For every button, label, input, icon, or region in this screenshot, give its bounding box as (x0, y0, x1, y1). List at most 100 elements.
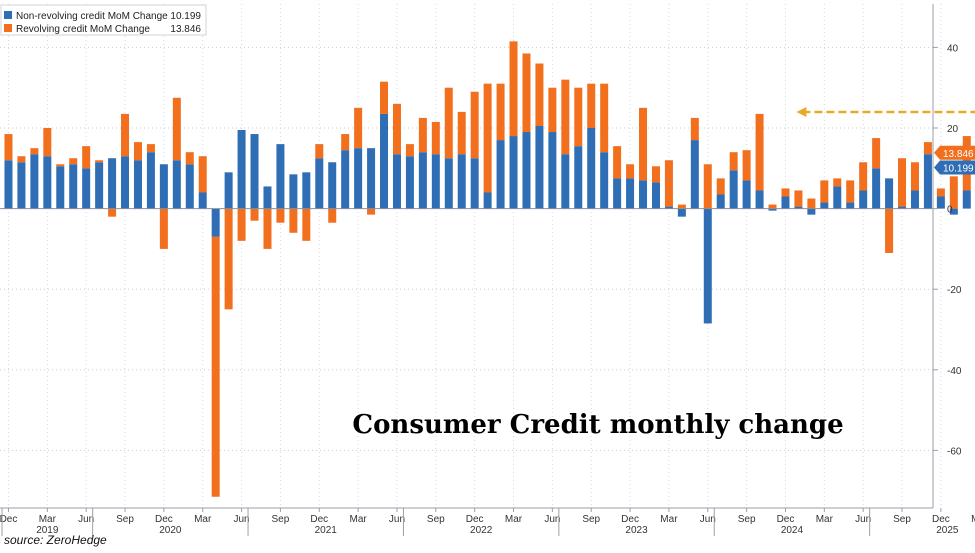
bar-nonrevolving (354, 148, 363, 209)
bar-revolving (315, 144, 324, 159)
revolving-value-tag: 13.846 (934, 145, 975, 160)
bar-revolving (30, 148, 39, 155)
bar-revolving (574, 87, 583, 147)
chart-title: Consumer Credit monthly change (352, 410, 843, 440)
x-tick-label: Sep (427, 514, 445, 525)
bar-revolving (742, 150, 751, 181)
bar-nonrevolving (405, 156, 414, 209)
bar-revolving (263, 208, 272, 249)
source-note: source: ZeroHedge (4, 533, 107, 547)
bar-nonrevolving (43, 156, 52, 209)
bar-revolving (483, 83, 492, 193)
bar-revolving (587, 83, 596, 128)
bar-nonrevolving (509, 136, 518, 209)
bar-revolving (211, 236, 220, 497)
bar-nonrevolving (289, 174, 298, 209)
y-tick-label: -60 (947, 446, 962, 457)
bar-revolving (276, 208, 285, 223)
bar-nonrevolving (250, 134, 259, 209)
bar-revolving (664, 160, 673, 207)
bar-revolving (470, 91, 479, 159)
bar-nonrevolving (328, 162, 337, 209)
x-tick-label: Jun (234, 514, 250, 525)
bar-revolving (755, 113, 764, 191)
bar-nonrevolving (470, 158, 479, 209)
bar-revolving (794, 190, 803, 207)
bar-revolving (431, 121, 440, 155)
legend-swatch (4, 11, 12, 19)
legend: Non-revolving credit MoM Change 10.199 Rev… (0, 4, 207, 36)
bar-revolving (198, 156, 207, 193)
bar-revolving (43, 128, 52, 157)
bar-nonrevolving (56, 166, 65, 209)
x-tick-label: Dec (621, 514, 639, 525)
legend-box (0, 4, 207, 36)
bar-nonrevolving (380, 113, 389, 209)
bar-revolving (716, 178, 725, 195)
bar-nonrevolving (95, 162, 104, 209)
x-tick-label: Dec (310, 514, 328, 525)
bar-nonrevolving (146, 152, 155, 209)
bar-nonrevolving (522, 132, 531, 209)
bar-nonrevolving (30, 154, 39, 209)
bar-revolving (224, 208, 233, 310)
x-tick-label: Dec (0, 514, 17, 525)
bar-nonrevolving (4, 160, 13, 209)
bar-nonrevolving (431, 154, 440, 209)
bar-nonrevolving (198, 192, 207, 209)
legend-label: Revolving credit MoM Change (16, 24, 150, 35)
bar-nonrevolving (444, 158, 453, 209)
bar-nonrevolving (859, 190, 868, 209)
bar-nonrevolving (677, 208, 686, 217)
bar-revolving (17, 156, 26, 163)
bar-nonrevolving (600, 152, 609, 209)
bar-nonrevolving (496, 140, 505, 209)
x-tick-label: Mar (350, 514, 368, 525)
y-tick-label: -20 (947, 285, 962, 296)
bar-nonrevolving (703, 208, 712, 324)
bar-revolving (56, 164, 65, 167)
bar-nonrevolving (185, 164, 194, 209)
bar-revolving (626, 164, 635, 179)
bar-revolving (4, 134, 13, 161)
revolving-value-tag-bg (934, 145, 975, 160)
bar-revolving (69, 158, 78, 165)
x-axis: Dec Mar Jun Sep Dec Mar Jun Sep Dec Mar Jun Sep Dec M… (0, 508, 975, 536)
bar-revolving (690, 117, 699, 141)
bar-revolving (146, 144, 155, 153)
bar-revolving (548, 87, 557, 133)
legend-value: 10.199 (170, 11, 201, 22)
year-label: 2024 (781, 525, 804, 536)
bar-revolving (613, 146, 622, 179)
nonrevolving-value-tag-text: 10.199 (943, 163, 974, 174)
bar-revolving (923, 142, 932, 155)
bar-revolving (729, 152, 738, 171)
bar-nonrevolving (548, 132, 557, 209)
x-tick-label: Mar (660, 514, 678, 525)
bar-nonrevolving (263, 186, 272, 209)
bar-nonrevolving (949, 208, 958, 215)
bar-revolving (302, 208, 311, 241)
legend-label: Non-revolving credit MoM Change (16, 11, 168, 22)
gridlines (0, 4, 942, 508)
x-tick-label: Mar (194, 514, 212, 525)
bar-revolving (768, 204, 777, 209)
bar-nonrevolving (367, 148, 376, 209)
bar-revolving (936, 188, 945, 197)
x-tick-label: Jun (544, 514, 560, 525)
bar-nonrevolving (716, 194, 725, 209)
y-tick-label: 40 (947, 43, 959, 54)
x-tick-label: Mar (39, 514, 57, 525)
bar-revolving (885, 208, 894, 253)
y-tick-label: 20 (947, 124, 959, 135)
bar-nonrevolving (237, 130, 246, 209)
bar-nonrevolving (910, 190, 919, 209)
x-tick-label: Dec (932, 514, 950, 525)
bar-nonrevolving (172, 160, 181, 209)
bar-revolving (872, 138, 881, 169)
x-tick-label: Jun (78, 514, 94, 525)
legend-swatch (4, 24, 12, 32)
bar-revolving (898, 158, 907, 207)
